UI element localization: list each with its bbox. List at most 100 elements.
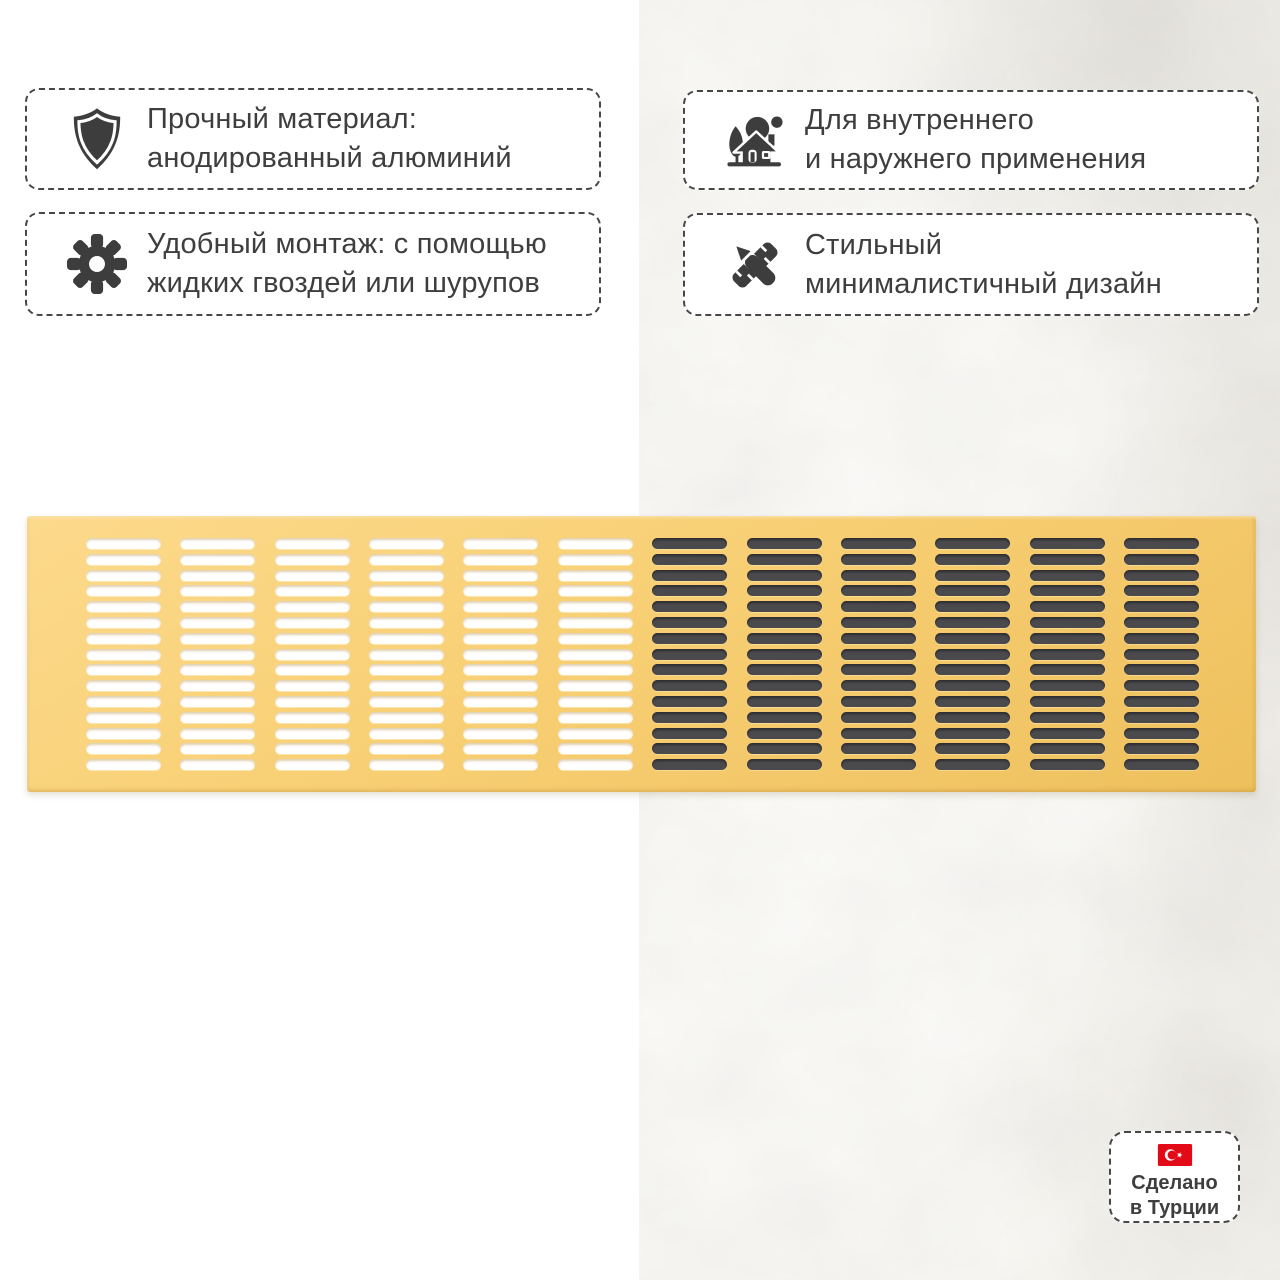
vent-slot (557, 553, 633, 565)
vent-slot (557, 585, 633, 597)
vent-slot (840, 759, 916, 771)
vent-slot (86, 759, 161, 771)
vent-slot (463, 569, 539, 581)
vent-slot (1029, 695, 1105, 707)
vent-slot (86, 601, 161, 613)
vent-slot (652, 616, 728, 628)
vent-slot (86, 727, 161, 739)
vent-slot (1123, 538, 1199, 549)
vent-slot (369, 616, 445, 628)
vent-slot (1029, 743, 1105, 755)
vent-slot (180, 538, 256, 549)
vent-slot (557, 743, 633, 755)
vent-slot (180, 553, 256, 565)
vent-slot (463, 601, 539, 613)
vent-slot (746, 648, 822, 660)
vent-slot (746, 664, 822, 676)
vent-slot (1029, 711, 1105, 723)
vent-slot (1123, 695, 1199, 707)
vent-slot (557, 569, 633, 581)
vent-slot (369, 664, 445, 676)
vent-slot (369, 585, 445, 597)
vent-slot (1123, 680, 1199, 692)
feature-design-text: Стильный минималистичный дизайн (805, 226, 1162, 304)
made-in-line2: в Турции (1129, 1197, 1220, 1219)
vent-slot (369, 648, 445, 660)
vent-slot (746, 695, 822, 707)
vent-slot (652, 680, 728, 692)
vent-slot (369, 711, 445, 723)
vent-slot (1029, 569, 1105, 581)
vent-slot (935, 680, 1011, 692)
vent-slot (840, 711, 916, 723)
vent-slot (557, 538, 633, 549)
vent-slot (746, 743, 822, 755)
vent-slot (274, 553, 350, 565)
vent-slot (463, 727, 539, 739)
vent-slot (463, 680, 539, 692)
vent-slot (557, 632, 633, 644)
vent-slot (1029, 727, 1105, 739)
vent-slot (746, 553, 822, 565)
vent-slot (463, 585, 539, 597)
turkey-flag-icon (1157, 1144, 1192, 1166)
vent-slot (652, 585, 728, 597)
vent-slot (840, 632, 916, 644)
vent-slot (935, 759, 1011, 771)
vent-slot (746, 759, 822, 771)
vent-slot (1029, 664, 1105, 676)
made-in-badge: Сделано в Турции (1109, 1131, 1240, 1223)
vent-slot (180, 585, 256, 597)
vent-slot (1123, 759, 1199, 771)
vent-slot (274, 695, 350, 707)
vent-slot (463, 648, 539, 660)
vent-slot (180, 711, 256, 723)
vent-slot (180, 601, 256, 613)
vent-slot (180, 743, 256, 755)
vent-slot (1123, 616, 1199, 628)
feature-mounting-line1: Удобный монтаж: с помощью (147, 228, 547, 260)
vent-slot (935, 648, 1011, 660)
vent-slot (369, 727, 445, 739)
vent-slot (557, 664, 633, 676)
vent-slot (652, 569, 728, 581)
feature-material-line1: Прочный материал: (147, 103, 418, 135)
vent-slot (1123, 601, 1199, 613)
vent-slot (840, 585, 916, 597)
vent-slot (369, 680, 445, 692)
vent-slot (840, 727, 916, 739)
vent-slot (557, 711, 633, 723)
vent-slot (840, 680, 916, 692)
vent-slot (86, 680, 161, 692)
vent-slot (463, 664, 539, 676)
vent-slot (935, 538, 1011, 549)
vent-slot (557, 601, 633, 613)
vent-slot (180, 664, 256, 676)
gear-icon (67, 234, 127, 294)
vent-slot (1029, 648, 1105, 660)
vent-slot (274, 759, 350, 771)
vent-slot (557, 616, 633, 628)
vent-slot (1123, 648, 1199, 660)
feature-material-text: Прочный материал: анодированный алюминий (147, 100, 512, 178)
vent-slots-grid (27, 516, 1256, 792)
vent-slot (463, 553, 539, 565)
vent-slot (935, 616, 1011, 628)
vent-slot (935, 695, 1011, 707)
vent-slot (840, 664, 916, 676)
vent-slot (274, 664, 350, 676)
vent-slot (463, 759, 539, 771)
vent-slot (935, 727, 1011, 739)
vent-slot (463, 711, 539, 723)
vent-slot (180, 727, 256, 739)
vent-slot (746, 569, 822, 581)
vent-slot (652, 727, 728, 739)
vent-slot (180, 632, 256, 644)
vent-slot (274, 569, 350, 581)
made-in-text: Сделано в Турции (1130, 1171, 1219, 1221)
vent-slot (840, 569, 916, 581)
vent-slot (652, 695, 728, 707)
vent-slot (840, 648, 916, 660)
vent-slot (840, 616, 916, 628)
